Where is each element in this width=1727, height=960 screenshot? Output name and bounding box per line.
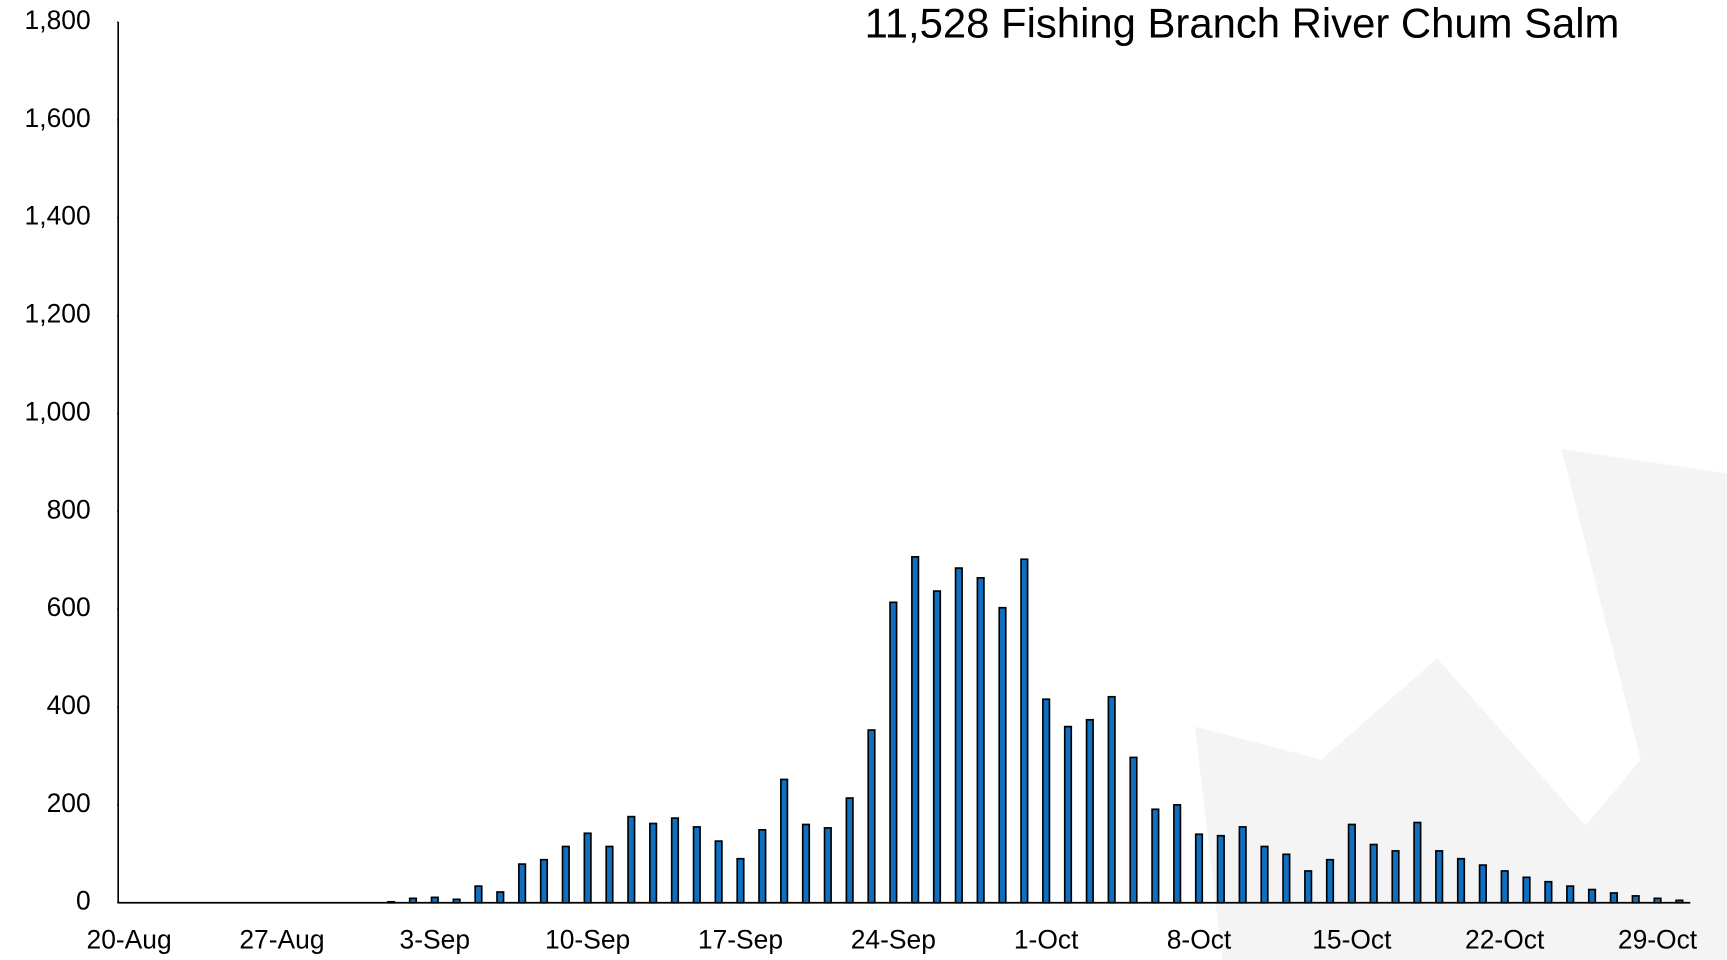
bar <box>1325 858 1335 904</box>
bar <box>998 606 1007 904</box>
x-tick-label: 10-Sep <box>545 924 630 954</box>
x-tick-label: 27-Aug <box>239 924 324 954</box>
bar <box>408 897 418 904</box>
x-tick-label: 1-Oct <box>1014 924 1079 954</box>
bar <box>1369 843 1378 904</box>
y-tick-label: 800 <box>47 494 91 524</box>
y-tick-label: 600 <box>47 592 91 622</box>
bar <box>387 900 396 904</box>
bar <box>1456 857 1466 904</box>
bar <box>649 822 658 904</box>
bar <box>627 815 636 904</box>
bar <box>1042 698 1051 904</box>
bar <box>1260 845 1269 904</box>
bar <box>867 729 876 904</box>
bar <box>1304 870 1313 904</box>
x-tick-label: 15-Oct <box>1312 924 1392 954</box>
bar <box>539 858 549 904</box>
bar <box>714 840 723 904</box>
bar <box>430 896 439 904</box>
x-tick-label: 3-Sep <box>400 924 470 954</box>
bar <box>670 817 680 904</box>
y-tick-label: 400 <box>47 690 91 720</box>
bar <box>1151 808 1160 904</box>
bar <box>1238 826 1247 904</box>
watermark <box>1194 449 1727 960</box>
x-tick-label: 24-Sep <box>851 924 936 954</box>
x-tick-label: 22-Oct <box>1465 924 1545 954</box>
bar <box>1129 756 1138 904</box>
bar <box>976 577 985 904</box>
bar <box>1173 804 1182 904</box>
bar <box>1347 823 1356 904</box>
bar <box>561 845 570 904</box>
x-tick-label: 29-Oct <box>1618 924 1698 954</box>
chart-title: 11,528 Fishing Branch River Chum Salm <box>865 0 1620 46</box>
bar <box>692 826 701 904</box>
y-tick-label: 1,200 <box>25 299 91 329</box>
bar <box>1631 895 1640 904</box>
bar <box>1500 870 1509 904</box>
bar <box>1391 850 1400 904</box>
bar <box>1282 853 1291 904</box>
x-tick-label: 20-Aug <box>87 924 172 954</box>
bar <box>1609 892 1618 904</box>
bar <box>1587 888 1597 904</box>
bar <box>780 778 789 904</box>
bar <box>932 590 942 904</box>
x-tick-label: 17-Sep <box>698 924 783 954</box>
bar <box>1522 876 1531 904</box>
bar <box>1194 833 1204 904</box>
bar <box>1653 897 1662 904</box>
bar <box>474 885 483 904</box>
y-tick-label: 1,000 <box>25 396 91 426</box>
y-tick-label: 0 <box>76 886 91 916</box>
bar <box>518 863 527 904</box>
bar <box>1478 864 1487 904</box>
bar <box>954 567 963 904</box>
bar <box>1216 834 1225 904</box>
bar <box>1544 880 1553 904</box>
bar <box>496 891 505 904</box>
bar <box>823 827 832 904</box>
bar <box>1413 821 1422 904</box>
bar <box>452 898 461 904</box>
bar <box>1435 850 1444 904</box>
y-tick-label: 1,600 <box>25 103 91 133</box>
bar <box>1020 558 1029 904</box>
bar <box>845 797 854 904</box>
bar <box>1063 725 1073 904</box>
bar <box>1107 695 1116 904</box>
x-tick-label: 8-Oct <box>1167 924 1232 954</box>
y-tick-label: 1,400 <box>25 201 91 231</box>
bar <box>889 601 898 904</box>
bar <box>801 823 811 904</box>
bar <box>605 845 614 904</box>
bar <box>911 555 920 904</box>
bar <box>1566 885 1575 904</box>
y-tick-label: 200 <box>47 788 91 818</box>
bar <box>583 832 592 904</box>
bar <box>1085 718 1094 904</box>
bar <box>758 829 767 904</box>
bar <box>736 857 745 904</box>
y-tick-label: 1,800 <box>25 5 91 35</box>
bar <box>1675 899 1684 904</box>
